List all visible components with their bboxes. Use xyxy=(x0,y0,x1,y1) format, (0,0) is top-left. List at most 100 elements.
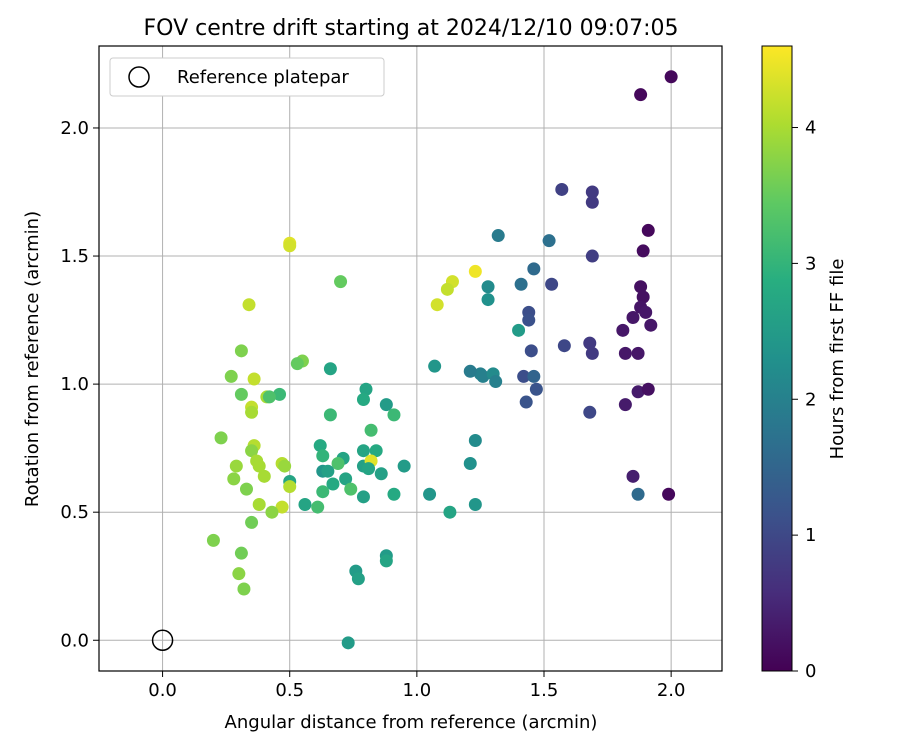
data-point xyxy=(356,392,370,406)
data-point xyxy=(443,505,457,519)
data-point xyxy=(245,515,259,529)
data-point xyxy=(245,444,259,458)
data-point xyxy=(428,359,442,373)
data-point xyxy=(234,344,248,358)
data-point xyxy=(247,372,261,386)
data-point xyxy=(468,498,482,512)
colorbar-tick-label: 4 xyxy=(805,118,816,139)
grid-lines xyxy=(99,46,722,671)
data-point xyxy=(545,277,559,291)
data-point xyxy=(430,298,444,312)
data-point xyxy=(636,244,650,258)
data-point xyxy=(522,313,536,327)
data-point xyxy=(278,459,292,473)
data-point xyxy=(631,346,645,360)
x-tick-label: 1.0 xyxy=(403,680,432,701)
data-point xyxy=(634,88,648,102)
x-axis-label: Angular distance from reference (arcmin) xyxy=(225,712,598,733)
data-point xyxy=(351,572,365,586)
y-axis-label: Rotation from reference (arcmin) xyxy=(22,211,43,507)
data-point xyxy=(224,369,238,383)
data-point xyxy=(227,472,241,486)
colorbar-gradient xyxy=(761,45,793,672)
data-point xyxy=(440,282,454,296)
data-point xyxy=(636,290,650,304)
legend-label: Reference platepar xyxy=(177,67,349,88)
data-point xyxy=(311,500,325,514)
reference-platepar-marker xyxy=(151,629,174,652)
data-point xyxy=(583,336,597,350)
data-point xyxy=(527,369,541,383)
colorbar-tick-label: 0 xyxy=(805,661,816,682)
data-point xyxy=(524,344,538,358)
data-point xyxy=(512,323,526,337)
data-point xyxy=(641,382,655,396)
data-point xyxy=(316,485,330,499)
data-point xyxy=(234,387,248,401)
data-point xyxy=(273,387,287,401)
reference-marker-layer xyxy=(151,629,174,652)
legend-box xyxy=(109,57,385,97)
colorbar: 0 1 2 3 4 Hours from first FF file xyxy=(761,45,848,682)
data-point xyxy=(585,195,599,209)
data-point xyxy=(262,390,276,404)
data-point xyxy=(245,405,259,419)
y-tick-label: 0.5 xyxy=(60,502,89,523)
y-tick-label: 1.0 xyxy=(60,374,89,395)
data-point xyxy=(232,567,246,581)
x-tick-label: 1.5 xyxy=(530,680,559,701)
data-point xyxy=(481,280,495,294)
data-point xyxy=(356,444,370,458)
data-point xyxy=(664,70,678,84)
data-point xyxy=(514,277,528,291)
data-point xyxy=(481,293,495,307)
data-point xyxy=(423,487,437,501)
data-point xyxy=(555,182,569,196)
data-point xyxy=(662,487,676,501)
data-point xyxy=(626,311,640,325)
data-point xyxy=(252,459,266,473)
data-point xyxy=(644,318,658,332)
plot-frame xyxy=(98,45,723,672)
data-point xyxy=(585,346,599,360)
y-tick-label: 2.0 xyxy=(60,118,89,139)
x-tick-label: 0.0 xyxy=(148,680,177,701)
data-point xyxy=(339,472,353,486)
data-point xyxy=(529,382,543,396)
data-point xyxy=(362,462,376,476)
data-point xyxy=(321,464,335,478)
data-point xyxy=(631,487,645,501)
data-point xyxy=(257,469,271,483)
data-point xyxy=(283,239,297,253)
data-point xyxy=(489,375,503,389)
data-point xyxy=(634,280,648,294)
data-point xyxy=(364,423,378,437)
data-point xyxy=(397,459,411,473)
data-point xyxy=(344,482,358,496)
x-tick-label: 0.5 xyxy=(275,680,304,701)
data-point xyxy=(214,431,228,445)
data-point xyxy=(356,490,370,504)
data-point xyxy=(639,305,653,319)
data-point xyxy=(316,449,330,463)
data-point xyxy=(468,433,482,447)
data-point xyxy=(242,298,256,312)
data-point xyxy=(463,457,477,471)
colorbar-tick-label: 1 xyxy=(805,525,816,546)
y-axis-ticks: 0.0 0.5 1.0 1.5 2.0 xyxy=(60,118,99,651)
data-point xyxy=(631,385,645,399)
data-point xyxy=(616,323,630,337)
data-point xyxy=(519,395,533,409)
data-point xyxy=(379,554,393,568)
data-point xyxy=(341,636,355,650)
x-tick-label: 2.0 xyxy=(657,680,686,701)
data-point xyxy=(313,439,327,453)
data-point xyxy=(290,357,304,371)
data-point xyxy=(585,185,599,199)
data-point xyxy=(298,498,312,512)
data-point xyxy=(374,467,388,481)
data-point xyxy=(583,405,597,419)
data-point xyxy=(491,229,505,243)
data-point xyxy=(206,533,220,547)
